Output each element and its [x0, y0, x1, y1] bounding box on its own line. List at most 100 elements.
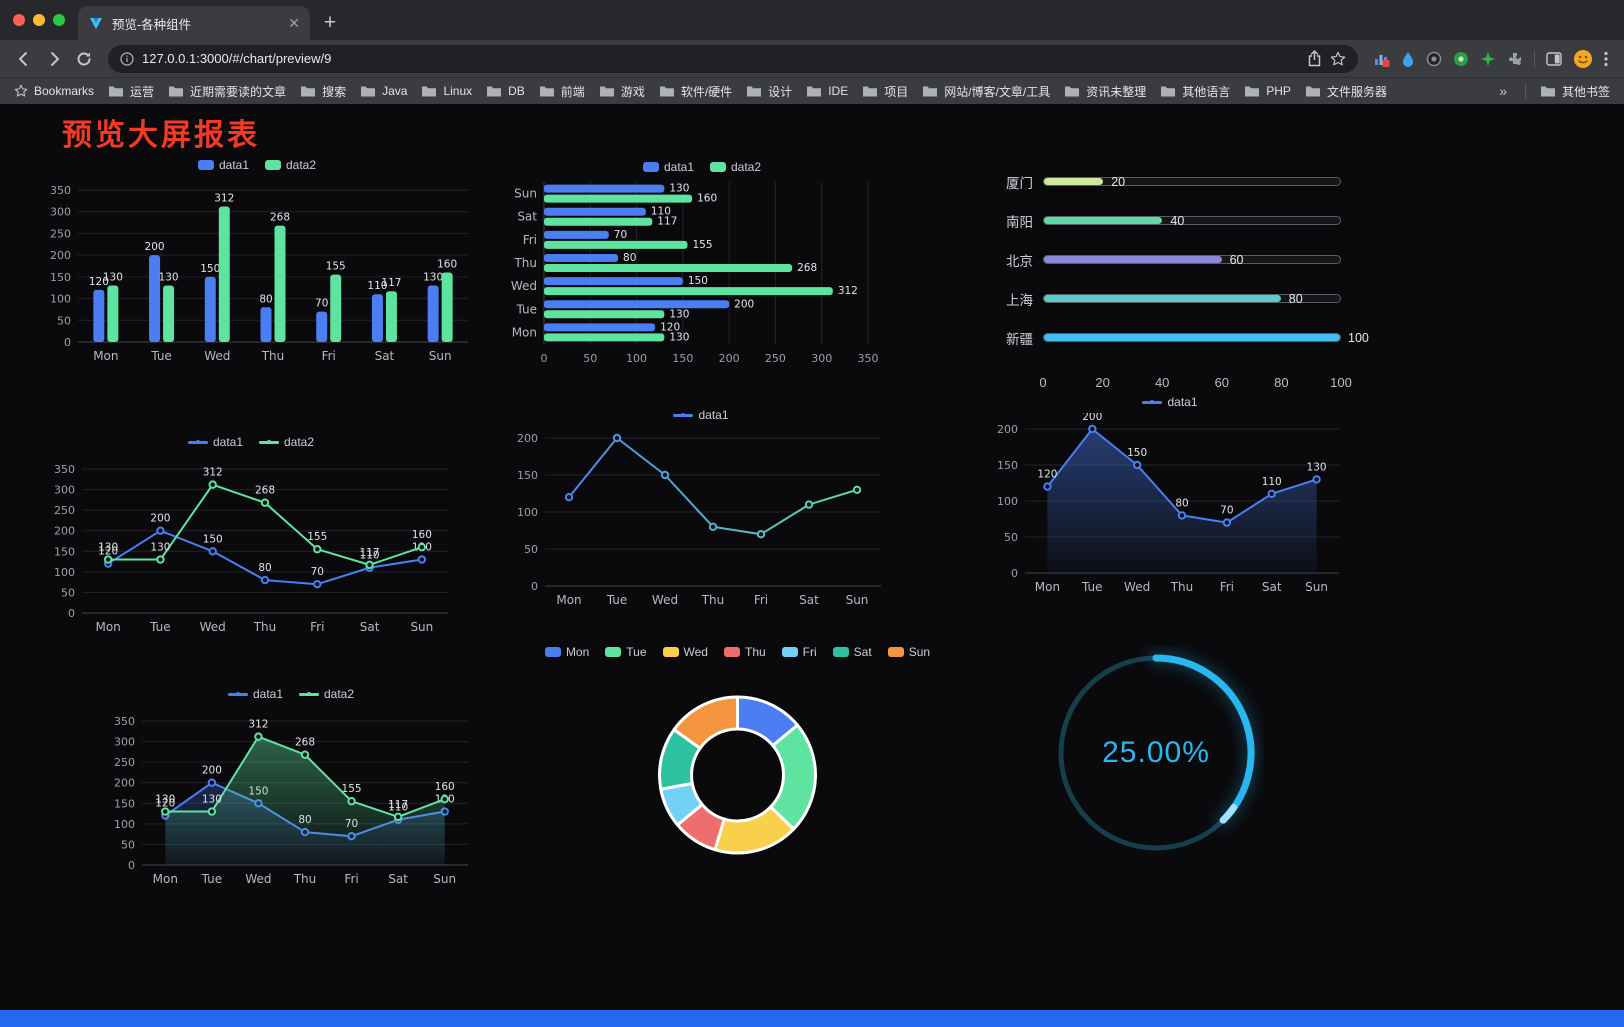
- bookmark-folder[interactable]: 前端: [539, 83, 585, 100]
- url-text[interactable]: 127.0.0.1:3000/#/chart/preview/9: [142, 51, 332, 66]
- share-icon[interactable]: [1307, 50, 1322, 67]
- bookmark-folder[interactable]: 网站/博客/文章/工具: [922, 83, 1050, 100]
- extension-green-circle-icon[interactable]: [1453, 51, 1469, 67]
- legend-item[interactable]: data1: [642, 160, 694, 174]
- chart-legend: data1 data2: [100, 683, 482, 705]
- extension-drop-icon[interactable]: [1401, 51, 1415, 67]
- address-bar[interactable]: 127.0.0.1:3000/#/chart/preview/9: [108, 44, 1358, 73]
- legend-item[interactable]: data2: [265, 158, 316, 172]
- bookmark-folder[interactable]: Java: [360, 83, 407, 100]
- legend-item[interactable]: data1: [673, 408, 729, 422]
- new-tab-button[interactable]: +: [323, 11, 337, 34]
- progress-track: 80: [1043, 291, 1341, 306]
- progress-row: 北京 60: [993, 240, 1355, 279]
- legend-item[interactable]: data2: [299, 687, 354, 701]
- bookmark-folder[interactable]: 项目: [862, 83, 908, 100]
- tab-close-icon[interactable]: ✕: [288, 15, 300, 31]
- svg-text:117: 117: [360, 547, 380, 559]
- svg-text:200: 200: [1082, 413, 1102, 423]
- legend-item[interactable]: Mon: [544, 645, 589, 659]
- legend-item[interactable]: Thu: [723, 645, 766, 659]
- svg-text:80: 80: [1175, 497, 1188, 509]
- donut-slice-Sun[interactable]: [672, 695, 739, 750]
- profile-avatar[interactable]: [1573, 49, 1593, 69]
- browser-tab[interactable]: 预览-各种组件 ✕: [78, 6, 310, 40]
- back-button[interactable]: [10, 45, 38, 73]
- legend-item[interactable]: data1: [1142, 395, 1198, 409]
- bookmarks-label: Bookmarks: [34, 84, 95, 98]
- split-view-icon[interactable]: [1546, 51, 1562, 67]
- bookmarks-overflow-chevron[interactable]: »: [1499, 83, 1507, 99]
- bookmark-folder[interactable]: 近期需要读的文章: [168, 83, 286, 100]
- other-bookmarks-button[interactable]: 其他书签: [1540, 83, 1610, 100]
- bookmark-star-icon[interactable]: [1330, 51, 1346, 67]
- bookmark-folder[interactable]: 其他语言: [1160, 83, 1230, 100]
- zoom-window-button[interactable]: [53, 14, 65, 26]
- minimize-window-button[interactable]: [33, 14, 45, 26]
- bookmark-folder[interactable]: DB: [486, 83, 525, 100]
- svg-text:130: 130: [159, 272, 179, 284]
- bookmark-folder[interactable]: 设计: [746, 83, 792, 100]
- other-bookmarks-label: 其他书签: [1561, 84, 1610, 99]
- bookmark-folder[interactable]: 运营: [108, 83, 154, 100]
- bookmark-folder[interactable]: 资讯未整理: [1064, 83, 1146, 100]
- chart-line-two-series-area: data1 data2 0 50 100 150 200 250 300 350 Mon Tue Wed…: [100, 683, 482, 891]
- svg-text:130: 130: [669, 183, 689, 195]
- svg-text:155: 155: [307, 531, 327, 543]
- svg-text:268: 268: [270, 212, 290, 224]
- forward-button[interactable]: [40, 45, 68, 73]
- bookmark-folder[interactable]: 搜索: [300, 83, 346, 100]
- legend-item[interactable]: Fri: [781, 645, 817, 659]
- chart-grouped-bar: data1 data2 0 50 100 150 200 250 300 350 Mon Tue Wed…: [36, 154, 478, 368]
- progress-value: 80: [1288, 291, 1303, 306]
- bookmarks-manager-button[interactable]: Bookmarks: [14, 84, 94, 98]
- svg-text:Fri: Fri: [754, 593, 768, 607]
- svg-text:Wed: Wed: [511, 279, 537, 293]
- axis-tick: 60: [1214, 375, 1230, 390]
- extension-chart-icon[interactable]: [1374, 51, 1390, 67]
- bookmark-folder[interactable]: 软件/硬件: [659, 83, 732, 100]
- tab-title: 预览-各种组件: [112, 17, 192, 32]
- bookmark-folder[interactable]: 游戏: [599, 83, 645, 100]
- svg-text:130: 130: [669, 308, 689, 320]
- bookmark-folder[interactable]: Linux: [421, 83, 472, 100]
- svg-text:130: 130: [155, 794, 175, 806]
- extension-ring-icon[interactable]: [1426, 51, 1442, 67]
- svg-text:200: 200: [997, 423, 1018, 436]
- svg-text:150: 150: [200, 263, 220, 275]
- svg-text:100: 100: [114, 818, 135, 831]
- svg-text:250: 250: [54, 504, 75, 517]
- axis-tick: 20: [1095, 375, 1110, 390]
- legend-item[interactable]: data2: [259, 435, 314, 449]
- bookmark-folder[interactable]: IDE: [806, 83, 848, 100]
- svg-text:130: 130: [1307, 461, 1327, 473]
- svg-text:120: 120: [155, 798, 175, 810]
- svg-text:250: 250: [765, 352, 786, 365]
- legend-item[interactable]: data1: [187, 435, 243, 449]
- svg-text:80: 80: [259, 293, 272, 305]
- site-info-icon[interactable]: [120, 51, 134, 66]
- reload-button[interactable]: [70, 45, 98, 73]
- svg-text:Sat: Sat: [799, 593, 819, 607]
- legend-item[interactable]: Sat: [832, 645, 872, 659]
- legend-item[interactable]: Sun: [887, 645, 930, 659]
- extension-star-icon[interactable]: [1480, 51, 1496, 67]
- close-window-button[interactable]: [13, 14, 25, 26]
- legend-item[interactable]: data2: [710, 160, 761, 174]
- svg-text:50: 50: [121, 838, 135, 851]
- legend-item[interactable]: data1: [227, 687, 283, 701]
- extensions-puzzle-icon[interactable]: [1507, 51, 1523, 67]
- bookmark-folder[interactable]: 文件服务器: [1305, 83, 1387, 100]
- legend-item[interactable]: Wed: [662, 645, 708, 659]
- svg-text:110: 110: [360, 550, 380, 562]
- svg-text:Thu: Thu: [701, 593, 725, 607]
- legend-item[interactable]: data1: [197, 158, 249, 172]
- svg-text:200: 200: [54, 525, 75, 538]
- svg-text:Sat: Sat: [360, 620, 380, 634]
- axis-tick: 0: [1039, 375, 1047, 390]
- legend-item[interactable]: Tue: [605, 645, 647, 659]
- svg-text:120: 120: [1037, 469, 1057, 481]
- menu-dots-icon[interactable]: [1604, 51, 1608, 67]
- bookmark-folders: 运营 近期需要读的文章 搜索 Java Linux DB 前端 游戏 软件/硬件 设计 IDE 项目网…: [108, 83, 1481, 100]
- bookmark-folder[interactable]: PHP: [1244, 83, 1291, 100]
